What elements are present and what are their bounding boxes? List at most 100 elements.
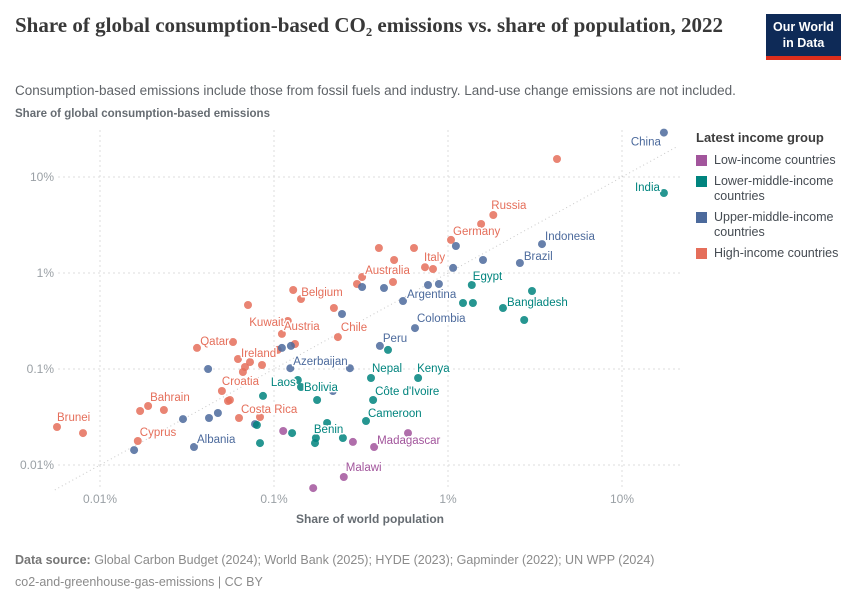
data-point[interactable] xyxy=(277,343,286,352)
data-point[interactable] xyxy=(659,189,668,197)
data-point[interactable] xyxy=(369,396,378,404)
data-point[interactable] xyxy=(256,413,264,421)
data-point[interactable] xyxy=(434,280,443,288)
data-point[interactable] xyxy=(144,402,153,410)
data-point[interactable] xyxy=(358,273,367,281)
data-point[interactable] xyxy=(467,281,476,289)
data-point[interactable] xyxy=(130,446,139,455)
data-point[interactable] xyxy=(515,259,524,267)
data-point[interactable] xyxy=(553,155,561,163)
data-point[interactable] xyxy=(297,295,305,303)
data-point[interactable] xyxy=(367,374,375,382)
data-point[interactable] xyxy=(224,397,232,405)
data-point[interactable] xyxy=(283,317,292,325)
data-point[interactable] xyxy=(333,333,342,342)
data-point[interactable] xyxy=(288,429,297,438)
data-point[interactable] xyxy=(286,341,295,350)
data-point[interactable] xyxy=(375,341,384,350)
data-point[interactable] xyxy=(421,263,429,272)
data-point[interactable] xyxy=(79,429,87,438)
legend-swatch-icon xyxy=(696,176,707,187)
data-point[interactable] xyxy=(479,256,487,264)
data-point[interactable] xyxy=(459,299,467,307)
data-point-label: Costa Rica xyxy=(241,404,298,416)
data-point[interactable] xyxy=(338,310,346,318)
legend-item-low[interactable]: Low-income countries xyxy=(696,153,848,168)
data-point[interactable] xyxy=(204,365,213,373)
data-point[interactable] xyxy=(390,256,399,264)
data-point[interactable] xyxy=(468,299,477,307)
data-point[interactable] xyxy=(313,396,322,404)
data-point[interactable] xyxy=(410,244,418,252)
data-point[interactable] xyxy=(133,437,142,445)
data-point[interactable] xyxy=(348,437,357,446)
data-point[interactable] xyxy=(499,304,507,312)
data-point[interactable] xyxy=(136,407,145,415)
data-point[interactable] xyxy=(528,287,536,295)
data-point[interactable] xyxy=(311,439,319,448)
data-point[interactable] xyxy=(252,421,261,429)
data-point-label: Bahrain xyxy=(150,392,190,404)
legend-swatch-icon xyxy=(696,248,707,259)
legend-item-um[interactable]: Upper-middle-income countries xyxy=(696,210,848,240)
data-point[interactable] xyxy=(362,417,370,425)
data-point[interactable] xyxy=(370,443,379,451)
data-point-label: Benin xyxy=(314,424,343,436)
data-point[interactable] xyxy=(447,235,455,244)
data-point-label: Côte d'Ivoire xyxy=(375,386,439,398)
data-point-label: Indonesia xyxy=(545,231,595,243)
data-point[interactable] xyxy=(520,316,529,324)
data-point[interactable] xyxy=(328,387,337,395)
data-point[interactable] xyxy=(234,355,242,363)
data-point[interactable] xyxy=(244,301,252,309)
data-point[interactable] xyxy=(293,376,302,384)
data-point[interactable] xyxy=(414,374,423,382)
legend-item-high[interactable]: High-income countries xyxy=(696,246,848,261)
data-point[interactable] xyxy=(399,297,407,305)
data-point[interactable] xyxy=(286,364,295,373)
data-point[interactable] xyxy=(659,128,668,137)
data-point[interactable] xyxy=(358,283,367,291)
data-point[interactable] xyxy=(159,406,168,414)
data-point[interactable] xyxy=(309,484,318,493)
data-point[interactable] xyxy=(374,244,383,252)
data-point[interactable] xyxy=(380,284,388,292)
data-point[interactable] xyxy=(323,419,332,427)
data-point[interactable] xyxy=(205,414,213,422)
data-point[interactable] xyxy=(449,263,458,272)
data-point[interactable] xyxy=(193,343,201,352)
data-point[interactable] xyxy=(229,338,237,346)
data-point[interactable] xyxy=(411,324,419,333)
data-point[interactable] xyxy=(329,304,338,312)
data-point[interactable] xyxy=(179,415,187,424)
data-point[interactable] xyxy=(538,240,546,249)
data-point[interactable] xyxy=(489,211,498,219)
data-point[interactable] xyxy=(259,391,267,400)
data-point[interactable] xyxy=(477,220,486,228)
data-point[interactable] xyxy=(213,409,222,417)
data-point[interactable] xyxy=(389,278,397,286)
data-point[interactable] xyxy=(338,434,347,442)
data-point[interactable] xyxy=(246,358,254,367)
owid-logo[interactable]: Our World in Data xyxy=(766,14,841,61)
data-point[interactable] xyxy=(235,414,243,422)
data-point[interactable] xyxy=(345,364,354,373)
data-point[interactable] xyxy=(256,439,264,448)
data-point[interactable] xyxy=(297,383,305,391)
legend-item-lm[interactable]: Lower-middle-income countries xyxy=(696,174,848,204)
data-point[interactable] xyxy=(384,345,392,354)
data-point[interactable] xyxy=(53,423,61,431)
data-point[interactable] xyxy=(289,286,298,294)
data-point[interactable] xyxy=(258,361,266,369)
data-point[interactable] xyxy=(190,443,198,451)
data-point[interactable] xyxy=(429,265,437,273)
data-point[interactable] xyxy=(279,427,288,435)
data-point[interactable] xyxy=(238,368,247,376)
data-point[interactable] xyxy=(451,242,460,250)
data-point[interactable] xyxy=(404,429,412,438)
data-point[interactable] xyxy=(277,329,286,338)
data-point[interactable] xyxy=(424,281,432,289)
data-point[interactable] xyxy=(217,387,226,395)
data-point[interactable] xyxy=(339,473,348,481)
